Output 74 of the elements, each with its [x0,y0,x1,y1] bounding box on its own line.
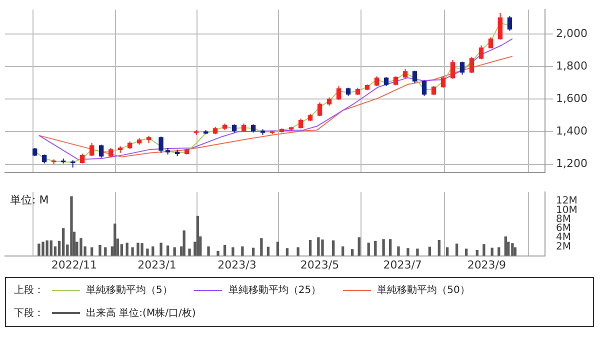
bar [406,248,410,256]
bar [152,246,154,256]
bar [160,242,162,256]
bar [252,248,255,256]
bar [38,244,40,256]
bar [166,245,170,256]
y-tick-label: 1,600 [556,92,588,105]
x-tick-label: 2023/1 [138,258,176,272]
bar [397,246,400,256]
y-tick-label: 1,200 [556,157,588,170]
bar [367,242,370,256]
bar [416,248,419,256]
bar [317,237,320,256]
bar [296,247,300,256]
legend-label: 単純移動平均（25） [228,284,322,297]
bar [207,246,210,256]
bar [490,248,494,256]
bar [98,244,102,256]
bar [455,244,458,256]
bar [511,243,514,256]
x-tick-label: 2023/5 [300,258,340,272]
bar [464,248,468,256]
legend-label: 単純移動平均（50） [377,284,470,297]
bar [358,237,360,256]
legend-title: 上段： [14,284,44,297]
bar [332,240,335,256]
bar [276,242,280,256]
bar [321,240,324,256]
bar [260,238,263,256]
legend-title: 下段： [14,307,44,320]
bar [42,242,44,256]
bar [388,239,392,256]
bar [114,224,116,256]
annotation: 単位: M [10,193,49,206]
bar [308,240,312,256]
bar [241,246,244,256]
bar [351,249,354,256]
bar [223,244,226,256]
y-tick-label: 1,400 [556,124,588,138]
bar [382,239,385,256]
bar [131,247,134,256]
bar [136,242,140,256]
bar [140,243,144,256]
bar [286,248,289,256]
x-tick-label: 2023/7 [383,258,422,272]
x-tick-label: 2023/3 [218,258,256,272]
bar [232,247,234,256]
bar [216,250,220,256]
bar [80,238,82,256]
bar [504,236,507,256]
bar [50,240,52,256]
y-tick-label: 10M [556,204,578,216]
legend-label: 単純移動平均（5） [86,284,172,297]
bar [182,230,186,256]
y-tick-label: 8M [556,214,571,225]
bar [70,196,73,256]
bar [482,244,486,256]
y-tick-label: 4M [556,232,571,244]
y-tick-label: 2M [556,241,571,252]
bar [126,242,128,256]
y-tick-label: 12M [556,196,578,207]
y-tick-label: 2,000 [556,26,588,40]
bar [188,248,191,256]
bar [62,228,65,256]
legend-label: 出来高 単位:(M株/口/枚) [86,306,196,320]
bar [342,246,344,256]
bar [196,216,199,256]
bar [146,248,149,256]
x-tick-label: 2022/11 [51,258,98,272]
bar [374,240,377,256]
bar [46,240,48,256]
bar [438,240,440,256]
y-tick-label: 1,800 [556,59,588,72]
x-tick-label: 2023/9 [467,258,506,272]
